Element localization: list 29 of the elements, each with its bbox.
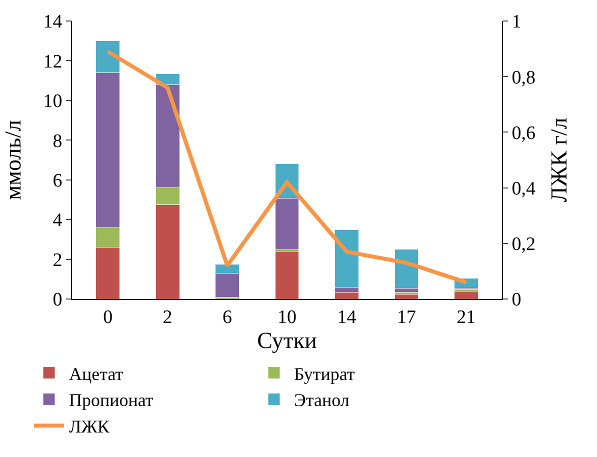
y-tick-label: 12 bbox=[43, 51, 62, 72]
y2-tick-label: 1 bbox=[512, 12, 522, 33]
y-axis-title: ммоль/л bbox=[0, 120, 26, 200]
x-tick-label: 2 bbox=[162, 306, 172, 328]
y-tick-label: 10 bbox=[43, 91, 62, 112]
x-tick-label: 6 bbox=[222, 306, 232, 328]
y2-tick-label: 0 bbox=[512, 290, 522, 311]
legend-label: Ацетат bbox=[69, 364, 124, 384]
y-tick-label: 14 bbox=[43, 12, 63, 33]
x-tick-label: 14 bbox=[337, 306, 357, 328]
y2-tick-label: 0,6 bbox=[512, 122, 536, 144]
y-tick-label: 2 bbox=[52, 250, 62, 271]
y2-tick-label: 0,4 bbox=[512, 178, 536, 200]
x-tick-label: 10 bbox=[278, 306, 296, 328]
y-tick-label: 4 bbox=[52, 210, 63, 232]
x-tick-label: 21 bbox=[456, 306, 476, 328]
y-tick-label: 0 bbox=[52, 290, 62, 311]
legend-label: Этанол bbox=[294, 390, 350, 410]
legend-label: Пропионат bbox=[69, 390, 154, 410]
x-tick-label: 17 bbox=[396, 306, 416, 328]
x-tick-label: 0 bbox=[103, 306, 113, 328]
y-tick-label: 8 bbox=[52, 130, 62, 152]
legend-label: Бутират bbox=[294, 364, 355, 384]
legend-label: ЛЖК bbox=[69, 416, 110, 437]
y2-tick-label: 0,8 bbox=[512, 67, 536, 88]
y2-tick-label: 0,2 bbox=[512, 234, 536, 256]
y2-axis-title: ЛЖК г/л bbox=[546, 118, 572, 202]
x-axis-title: Сутки bbox=[257, 328, 317, 353]
y-tick-label: 6 bbox=[52, 170, 62, 192]
